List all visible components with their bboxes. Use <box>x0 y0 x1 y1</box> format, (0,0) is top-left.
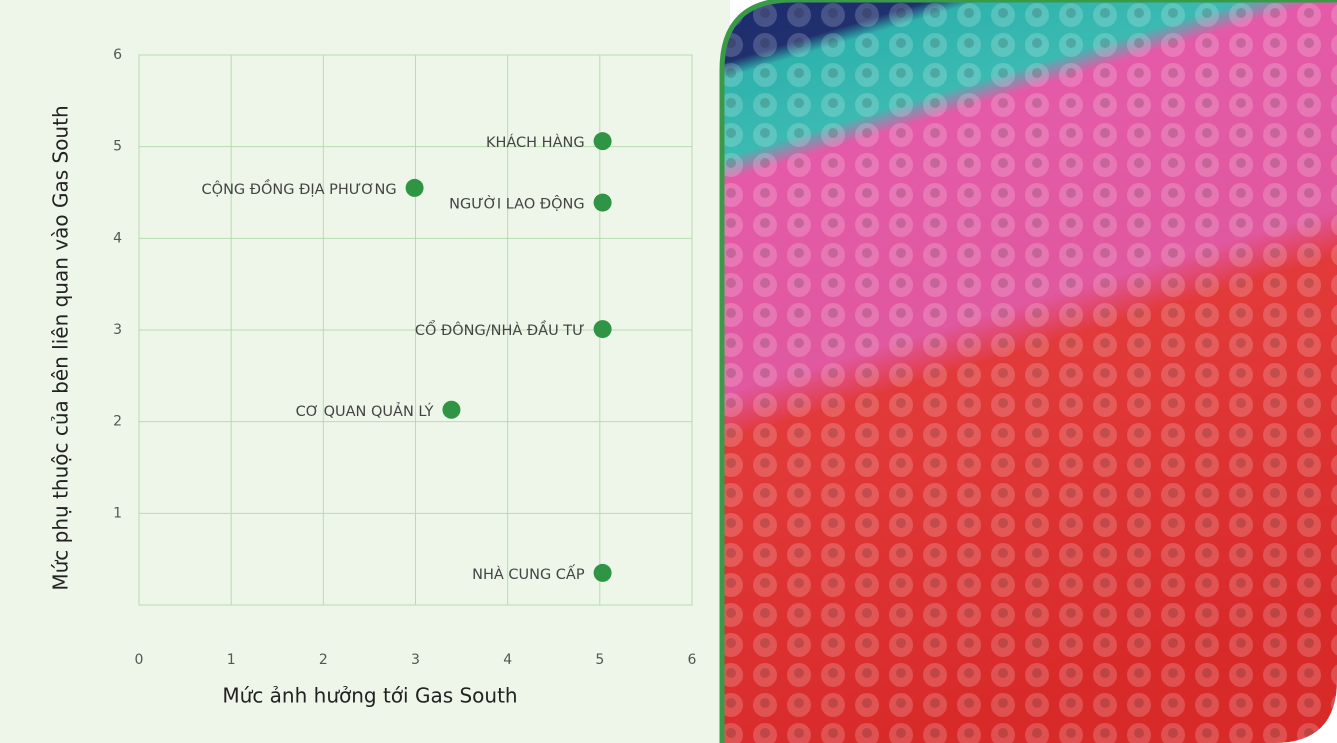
x-tick-label: 5 <box>595 652 604 668</box>
photo-border <box>719 0 1337 743</box>
x-tick-label: 1 <box>227 652 236 668</box>
point <box>405 178 424 197</box>
y-tick-label: 2 <box>113 414 122 430</box>
y-axis-title: Mức phụ thuộc của bên liên quan vào Gas … <box>49 105 73 590</box>
y-tick-label: 6 <box>113 47 122 63</box>
point-label: CỘNG ĐỒNG ĐỊA PHƯƠNG <box>202 179 397 198</box>
y-tick-label: 1 <box>113 505 122 521</box>
point-label: CƠ QUAN QUẢN LÝ <box>296 402 434 420</box>
y-tick-label: 4 <box>113 230 122 246</box>
point-label: NGƯỜI LAO ĐỘNG <box>449 195 584 213</box>
x-tick-label: 0 <box>135 652 144 668</box>
point <box>442 400 461 419</box>
x-tick-label: 3 <box>411 652 420 668</box>
point-label: NHÀ CUNG CẤP <box>472 564 585 583</box>
point-label: CỔ ĐÔNG/NHÀ ĐẦU TƯ <box>415 320 585 339</box>
point <box>593 320 612 339</box>
chart-panel <box>0 0 730 743</box>
photo <box>722 0 1337 743</box>
point <box>593 563 612 582</box>
y-tick-label: 5 <box>113 139 122 155</box>
x-tick-label: 2 <box>319 652 328 668</box>
point <box>593 132 612 151</box>
x-axis-title: Mức ảnh hưởng tới Gas South <box>222 684 517 708</box>
point <box>593 193 612 212</box>
y-tick-label: 3 <box>113 322 122 338</box>
x-tick-label: 4 <box>503 652 512 668</box>
x-tick-label: 6 <box>688 652 697 668</box>
point-label: KHÁCH HÀNG <box>486 134 585 151</box>
